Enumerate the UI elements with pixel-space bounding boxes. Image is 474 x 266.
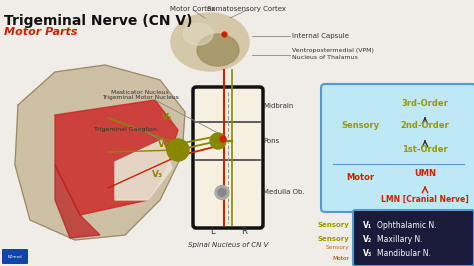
Text: Internal Capsule: Internal Capsule [292,33,349,39]
Text: Motor: Motor [346,173,374,182]
Text: Ophthalamic N.: Ophthalamic N. [377,221,437,230]
Text: V₁: V₁ [363,221,372,230]
Text: V₂: V₂ [158,140,169,149]
Text: 2nd-Order: 2nd-Order [401,122,449,131]
FancyBboxPatch shape [321,84,474,212]
Text: Medulla Ob.: Medulla Ob. [263,189,305,196]
Text: V₁: V₁ [162,113,173,122]
Text: Ventropostermedial (VPM)
Nucleus of Thalamus: Ventropostermedial (VPM) Nucleus of Thal… [292,48,374,60]
FancyBboxPatch shape [193,87,263,228]
Ellipse shape [171,13,249,71]
Text: V₂: V₂ [363,235,372,243]
Ellipse shape [183,23,213,45]
Polygon shape [15,65,185,240]
Text: V₃: V₃ [363,248,372,257]
Text: Spinal Nucleus of CN V: Spinal Nucleus of CN V [188,242,268,248]
Text: Maxillary N.: Maxillary N. [377,235,423,243]
FancyBboxPatch shape [353,210,474,266]
Text: Mandibular N.: Mandibular N. [377,248,431,257]
Text: 3rd-Order: 3rd-Order [401,98,448,107]
Text: V₃: V₃ [152,170,163,179]
Text: Sensory: Sensory [317,222,349,228]
Text: Masticator Nucleus
Trigeminal Motor Nucleus: Masticator Nucleus Trigeminal Motor Nucl… [101,90,178,100]
Circle shape [218,189,226,197]
Text: Motor: Motor [332,256,349,260]
Text: EZmed: EZmed [8,255,22,259]
Text: LMN [Cranial Nerve]: LMN [Cranial Nerve] [381,194,469,203]
Circle shape [210,133,226,149]
Ellipse shape [197,34,239,66]
Text: Sensory: Sensory [317,236,349,242]
Text: Somatosensory Cortex: Somatosensory Cortex [208,6,286,12]
Text: Sensory: Sensory [341,122,379,131]
Text: Pons: Pons [263,138,279,144]
Text: R: R [241,227,247,236]
Text: Motor Cortex: Motor Cortex [170,6,216,12]
Text: 1st-Order: 1st-Order [402,146,448,155]
Polygon shape [55,165,100,238]
Polygon shape [55,100,178,215]
Text: Trigeminal Nerve (CN V): Trigeminal Nerve (CN V) [4,14,192,28]
Text: Trigeminal Ganglion: Trigeminal Ganglion [93,127,156,132]
Text: L: L [210,227,214,236]
Text: Midbrain: Midbrain [263,103,293,109]
Text: Sensory: Sensory [325,246,349,251]
Text: UMN: UMN [414,169,436,178]
Polygon shape [115,140,172,200]
Circle shape [220,136,226,142]
FancyBboxPatch shape [2,249,28,264]
Circle shape [215,185,229,200]
Circle shape [167,139,189,161]
Text: Motor Parts: Motor Parts [4,27,78,37]
